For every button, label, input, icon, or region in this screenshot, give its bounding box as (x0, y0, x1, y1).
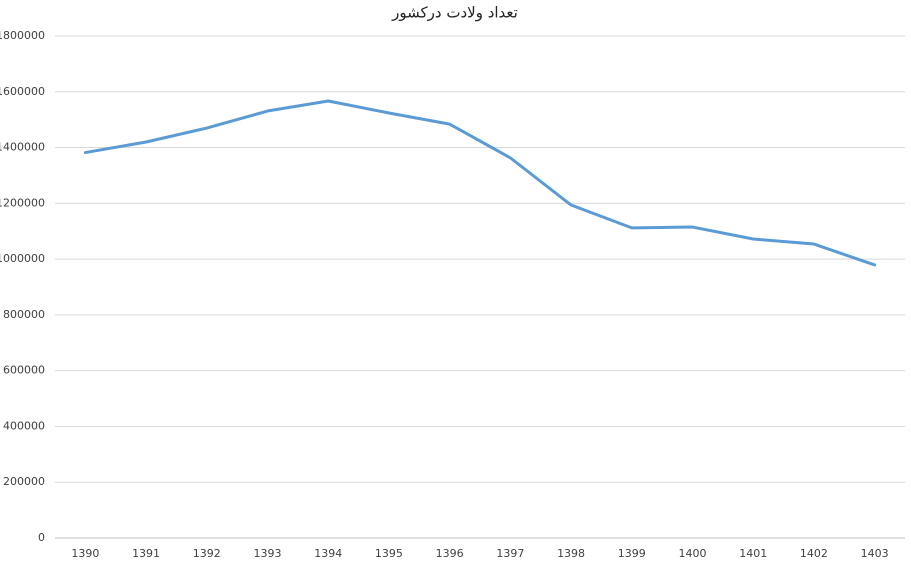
x-tick-label: 1400 (679, 547, 707, 560)
x-tick-label: 1399 (618, 547, 646, 560)
x-tick-label: 1403 (861, 547, 889, 560)
x-tick-label: 1390 (71, 547, 99, 560)
chart-title: تعداد ولادت درکشور (391, 4, 518, 22)
x-tick-label: 1394 (314, 547, 342, 560)
x-tick-label: 1396 (436, 547, 464, 560)
x-tick-label: 1397 (496, 547, 524, 560)
y-tick-label: 800000 (3, 308, 45, 321)
y-tick-label: 0 (38, 531, 45, 544)
y-tick-label: 400000 (3, 419, 45, 432)
x-tick-label: 1392 (193, 547, 221, 560)
x-tick-label: 1391 (132, 547, 160, 560)
y-tick-label: 200000 (3, 475, 45, 488)
y-tick-label: 1600000 (0, 85, 45, 98)
x-tick-label: 1393 (254, 547, 282, 560)
y-tick-label: 600000 (3, 364, 45, 377)
data-line (83, 99, 877, 267)
x-tick-label: 1402 (800, 547, 828, 560)
x-tick-label: 1398 (557, 547, 585, 560)
x-tick-label: 1401 (739, 547, 767, 560)
y-tick-label: 1400000 (0, 141, 45, 154)
y-tick-label: 1000000 (0, 252, 45, 265)
y-tick-label: 1200000 (0, 196, 45, 209)
x-tick-label: 1395 (375, 547, 403, 560)
y-tick-label: 1800000 (0, 29, 45, 42)
